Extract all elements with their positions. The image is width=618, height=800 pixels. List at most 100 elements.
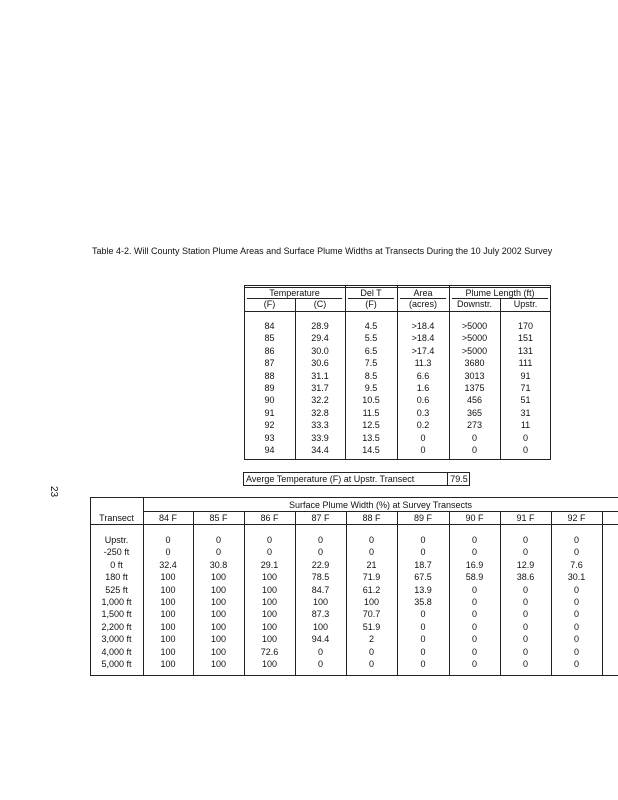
table-cell: 0	[215, 535, 221, 545]
table-cell: 0	[266, 535, 272, 545]
table-cell: 100	[312, 597, 329, 607]
average-value: 79.5	[450, 474, 468, 484]
table-cell: 100	[210, 609, 227, 620]
rule	[90, 524, 618, 525]
table-cell: 100	[160, 597, 176, 607]
table-cell: 0	[215, 547, 221, 558]
row-header: 0 ft	[110, 559, 123, 570]
table-cell: 5.5	[364, 333, 378, 344]
table-cell: 100	[210, 572, 227, 583]
table-cell: 84	[264, 321, 275, 331]
table-cell: 3680	[464, 358, 485, 369]
table-cell: 86	[264, 345, 275, 356]
table-cell: 33.3	[311, 420, 329, 431]
table-cell: 100	[210, 634, 227, 645]
table-cell: 0	[573, 535, 579, 545]
table-cell: 0	[471, 609, 477, 620]
table-cell: 100	[160, 646, 176, 657]
rule	[193, 511, 194, 676]
table-cell: 0	[522, 609, 528, 620]
table-cell: 100	[160, 609, 176, 620]
table-cell: 0	[573, 584, 579, 595]
table-cell: 100	[363, 597, 380, 607]
table-cell: 78.5	[311, 572, 330, 583]
average-label: Averge Temperature (F) at Upstr. Transec…	[246, 474, 415, 484]
table-cell: 0.3	[416, 407, 430, 418]
row-header: 2,200 ft	[101, 621, 132, 632]
rule	[447, 472, 448, 486]
table-cell: 0	[522, 659, 528, 669]
row-header: Upstr.	[104, 535, 129, 545]
table-cell: 131	[517, 345, 534, 356]
table-cell: 273	[466, 420, 483, 431]
table-cell: 12.5	[362, 420, 380, 431]
rule	[602, 511, 603, 676]
group-header: Temperature	[269, 288, 320, 298]
table-cell: 0	[522, 445, 528, 455]
table-cell: 31	[520, 407, 531, 418]
table-cell: 31.7	[311, 383, 329, 393]
table-cell: 0	[420, 547, 426, 558]
table-cell: 0	[420, 445, 426, 455]
table-cell: 72.6	[260, 646, 279, 657]
group-header: Plume Length (ft)	[465, 288, 535, 298]
table-cell: 71	[520, 383, 531, 393]
table-cell: 71.9	[362, 572, 381, 583]
rule	[348, 298, 394, 299]
table-cell: 28.9	[311, 321, 329, 331]
table-cell: 100	[261, 584, 278, 595]
table-cell: 0	[368, 646, 374, 657]
table-cell: 365	[466, 407, 483, 418]
row-header: -250 ft	[103, 547, 130, 558]
table-cell: 0.2	[416, 420, 430, 431]
table-cell: 0	[471, 634, 477, 645]
table-cell: 0	[471, 584, 477, 595]
table-cell: >5000	[461, 321, 488, 331]
table-cell: 0	[165, 547, 171, 558]
unit-header: (C)	[313, 299, 327, 309]
table-frame	[90, 497, 618, 676]
table-cell: 0	[522, 432, 528, 443]
row-header: 1,000 ft	[101, 597, 132, 607]
table-cell: 0	[165, 535, 171, 545]
table-cell: 89	[264, 383, 275, 393]
table-cell: 0	[420, 659, 426, 669]
unit-header: Upstr.	[513, 299, 538, 309]
table-cell: 0	[522, 621, 528, 632]
group-header: Del T	[360, 288, 382, 298]
table-cell: 0	[522, 547, 528, 558]
rule	[244, 311, 551, 312]
table-cell: 14.5	[362, 445, 380, 455]
table-cell: 35.8	[414, 597, 432, 607]
table-cell: >17.4	[411, 345, 435, 356]
table-cell: 93	[264, 432, 275, 443]
column-header: 92 F	[567, 513, 586, 523]
table-cell: 100	[160, 584, 176, 595]
table-cell: 0	[471, 547, 477, 558]
table-cell: 0	[573, 659, 579, 669]
table-cell: 31.1	[311, 370, 329, 381]
table-cell: >18.4	[411, 333, 435, 344]
table-cell: 100	[160, 659, 176, 669]
rule	[500, 298, 501, 460]
table-cell: 1.6	[416, 383, 430, 393]
table-cell: 100	[261, 659, 278, 669]
table-cell: 0	[522, 634, 528, 645]
table-cell: 0	[573, 646, 579, 657]
row-header: 525 ft	[105, 584, 128, 595]
table-header: Surface Plume Width (%) at Survey Transe…	[288, 500, 473, 510]
table-cell: >5000	[461, 345, 488, 356]
table-cell: 100	[210, 584, 227, 595]
table-cell: 7.6	[570, 559, 583, 570]
rule	[295, 298, 296, 460]
table-cell: 0	[573, 609, 579, 620]
table-cell: 0	[368, 535, 374, 545]
table-cell: 0	[317, 659, 323, 669]
rule	[551, 511, 552, 676]
table-cell: 0	[368, 547, 374, 558]
table-cell: 0	[266, 547, 272, 558]
table-cell: 100	[210, 659, 227, 669]
table-cell: 67.5	[414, 572, 432, 583]
table-cell: 32.8	[311, 407, 329, 418]
